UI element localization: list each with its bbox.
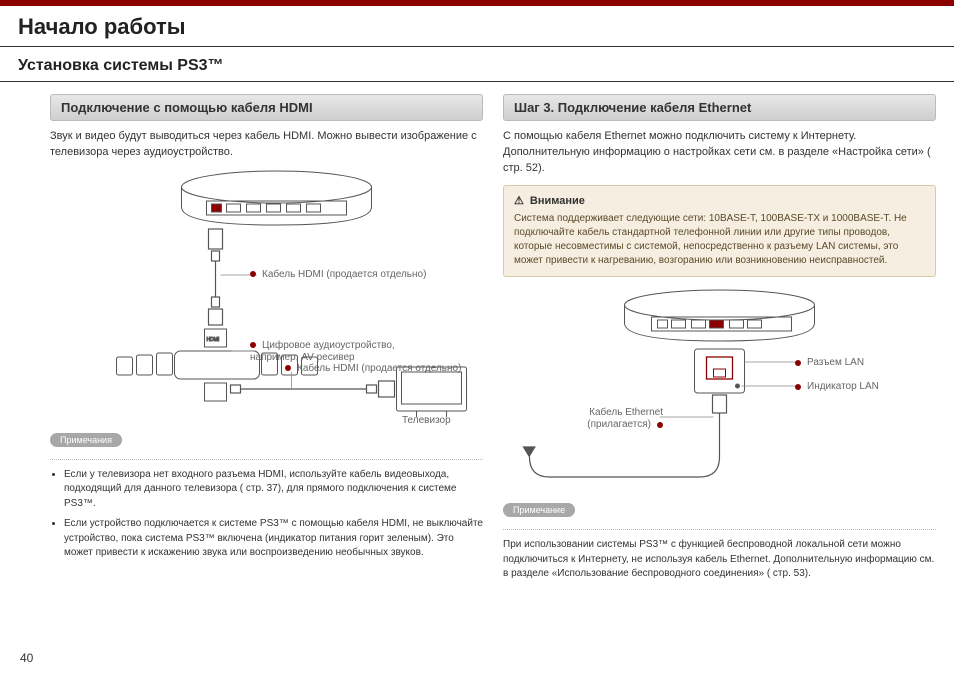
right-header-rest: Подключение кабеля Ethernet (554, 100, 751, 115)
warning-body: Система поддерживает следующие сети: 10B… (514, 212, 925, 268)
warning-title: Внимание (514, 194, 925, 209)
callout-hdmi-cable-1: Кабель HDMI (продается отдельно) (250, 269, 426, 280)
note-left-1: Если устройство подключается к системе P… (64, 517, 483, 561)
warning-box: Внимание Система поддерживает следующие … (503, 185, 936, 277)
ethernet-diagram-svg (503, 287, 936, 497)
left-column: Подключение с помощью кабеля HDMI Звук и… (50, 94, 483, 582)
page-number: 40 (20, 651, 33, 665)
callout-lan-led-text: Индикатор LAN (807, 381, 879, 392)
callout-hdmi-cable-1-text: Кабель HDMI (продается отдельно) (262, 269, 426, 280)
callout-av-receiver: Цифровое аудиоустройство, например, AV-р… (250, 340, 400, 364)
content-columns: Подключение с помощью кабеля HDMI Звук и… (0, 94, 954, 582)
callout-ethernet-cable: Кабель Ethernet (прилагается) (563, 407, 663, 431)
callout-tv: Телевизор (402, 415, 451, 426)
hdmi-diagram-svg: HDMI (50, 167, 483, 427)
note-left-0: Если у телевизора нет входного разъема H… (64, 468, 483, 512)
right-column: Шаг 3. Подключение кабеля Ethernet С пом… (503, 94, 936, 582)
callout-lan-port: Разъем LAN (795, 357, 864, 368)
note-right-single: При использовании системы PS3™ с функцие… (503, 538, 936, 582)
callout-lan-port-text: Разъем LAN (807, 357, 864, 368)
left-intro-text: Звук и видео будут выводиться через кабе… (50, 129, 483, 161)
callout-hdmi-cable-2: Кабель HDMI (продается отдельно) (285, 363, 461, 374)
notes-badge-right: Примечание (503, 503, 575, 517)
left-section-header: Подключение с помощью кабеля HDMI (50, 94, 483, 121)
page-subtitle: Установка системы PS3™ (0, 47, 954, 82)
right-section-header: Шаг 3. Подключение кабеля Ethernet (503, 94, 936, 121)
callout-hdmi-cable-2-text: Кабель HDMI (продается отдельно) (297, 363, 461, 374)
page-title: Начало работы (0, 6, 954, 47)
step-label: Шаг 3. (514, 100, 554, 115)
callout-tv-text: Телевизор (402, 415, 451, 426)
divider-right (503, 529, 936, 530)
callout-ethernet-cable-text: Кабель Ethernet (прилагается) (587, 407, 663, 430)
notes-badge-left: Примечания (50, 433, 122, 447)
callout-av-receiver-text: Цифровое аудиоустройство, например, AV-р… (250, 340, 395, 363)
ethernet-connection-diagram: Разъем LAN Индикатор LAN Кабель Ethernet… (503, 287, 936, 497)
svg-text:HDMI: HDMI (207, 337, 220, 343)
divider-left (50, 459, 483, 460)
callout-lan-led: Индикатор LAN (795, 381, 879, 392)
notes-list-left: Если у телевизора нет входного разъема H… (50, 468, 483, 561)
hdmi-connection-diagram: HDMI (50, 167, 483, 427)
right-intro-text: С помощью кабеля Ethernet можно подключи… (503, 129, 936, 177)
